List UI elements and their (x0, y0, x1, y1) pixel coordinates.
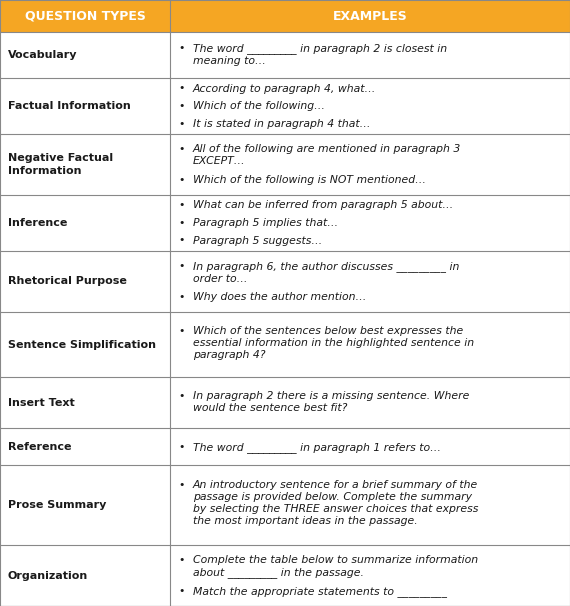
Text: Reference: Reference (8, 442, 71, 451)
Text: •: • (179, 84, 185, 93)
Text: •: • (179, 218, 185, 228)
Text: Rhetorical Purpose: Rhetorical Purpose (8, 276, 127, 286)
Bar (0, 428, 570, 465)
Text: All of the following are mentioned in paragraph 3
EXCEPT…: All of the following are mentioned in pa… (193, 144, 461, 166)
Bar (0, 195, 570, 251)
Text: Match the appropriate statements to _________: Match the appropriate statements to ____… (193, 587, 447, 598)
Text: •: • (179, 292, 185, 302)
Text: •: • (179, 555, 185, 565)
Text: Organization: Organization (8, 571, 88, 581)
Text: Which of the following…: Which of the following… (193, 101, 325, 112)
Text: Inference: Inference (8, 218, 67, 228)
Text: Factual Information: Factual Information (8, 101, 131, 111)
Text: Negative Factual
Information: Negative Factual Information (8, 153, 113, 176)
Text: •: • (179, 326, 185, 336)
Bar (0, 0, 570, 32)
Text: Which of the following is NOT mentioned…: Which of the following is NOT mentioned… (193, 175, 426, 185)
Bar (0, 465, 570, 545)
Bar (0, 78, 570, 134)
Text: •: • (179, 261, 185, 271)
Text: •: • (179, 236, 185, 245)
Text: •: • (179, 442, 185, 451)
Text: QUESTION TYPES: QUESTION TYPES (25, 10, 145, 22)
Text: •: • (179, 586, 185, 596)
Bar (0, 251, 570, 311)
Text: •: • (179, 43, 185, 53)
Text: •: • (179, 391, 185, 401)
Text: In paragraph 2 there is a missing sentence. Where
would the sentence best fit?: In paragraph 2 there is a missing senten… (193, 391, 469, 413)
Text: Insert Text: Insert Text (8, 398, 75, 408)
Text: The word _________ in paragraph 2 is closest in
meaning to…: The word _________ in paragraph 2 is clo… (193, 44, 447, 67)
Text: The word _________ in paragraph 1 refers to…: The word _________ in paragraph 1 refers… (193, 442, 441, 453)
Text: An introductory sentence for a brief summary of the
passage is provided below. C: An introductory sentence for a brief sum… (193, 480, 478, 526)
Bar (0, 311, 570, 378)
Text: Paragraph 5 suggests…: Paragraph 5 suggests… (193, 236, 322, 245)
Text: •: • (179, 101, 185, 111)
Text: According to paragraph 4, what…: According to paragraph 4, what… (193, 84, 376, 94)
Bar (0, 134, 570, 195)
Bar (0, 545, 570, 606)
Text: Complete the table below to summarize information
about _________ in the passage: Complete the table below to summarize in… (193, 555, 478, 578)
Text: EXAMPLES: EXAMPLES (333, 10, 408, 22)
Text: What can be inferred from paragraph 5 about…: What can be inferred from paragraph 5 ab… (193, 201, 453, 210)
Text: •: • (179, 175, 185, 185)
Text: •: • (179, 119, 185, 128)
Text: Sentence Simplification: Sentence Simplification (8, 339, 156, 350)
Text: •: • (179, 200, 185, 210)
Text: Vocabulary: Vocabulary (8, 50, 78, 60)
Text: Why does the author mention…: Why does the author mention… (193, 292, 367, 302)
Text: •: • (179, 144, 185, 154)
Bar (0, 32, 570, 78)
Text: Prose Summary: Prose Summary (8, 500, 107, 510)
Text: •: • (179, 479, 185, 490)
Text: Paragraph 5 implies that…: Paragraph 5 implies that… (193, 218, 338, 228)
Text: Which of the sentences below best expresses the
essential information in the hig: Which of the sentences below best expres… (193, 326, 474, 360)
Bar (0, 378, 570, 428)
Text: It is stated in paragraph 4 that…: It is stated in paragraph 4 that… (193, 119, 370, 129)
Text: In paragraph 6, the author discusses _________ in
order to…: In paragraph 6, the author discusses ___… (193, 261, 459, 284)
